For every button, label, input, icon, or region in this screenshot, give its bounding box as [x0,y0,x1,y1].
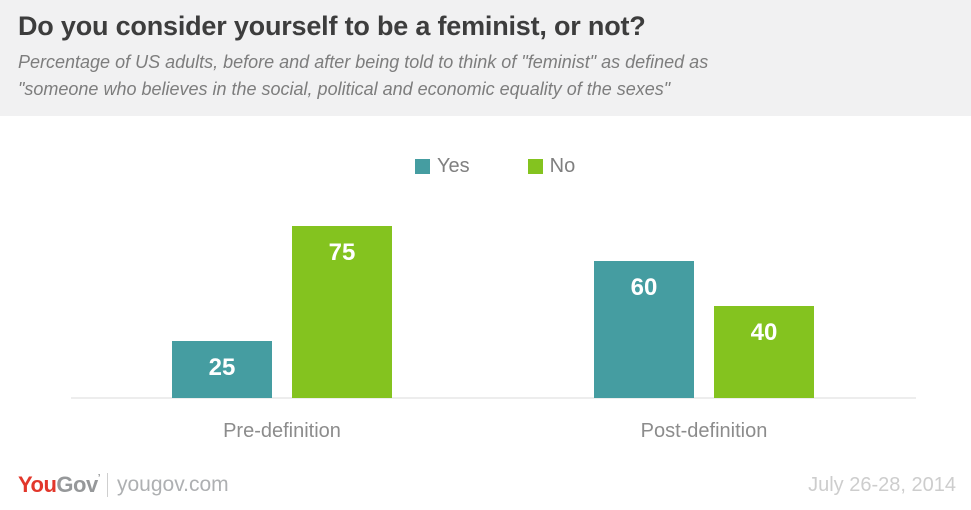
legend-item-no: No [527,155,576,178]
logo-text-you: You [18,472,57,497]
legend-label: No [549,155,576,177]
legend-label: Yes [437,155,470,177]
logo-text-gov: Gov [56,472,98,497]
footer-website: yougov.com [117,473,229,496]
bar-value-label: 40 [750,319,778,346]
chart-subtitle-line2: "someone who believes in the social, pol… [18,79,671,99]
footer-divider [107,473,108,497]
survey-date: July 26-28, 2014 [808,473,956,496]
bar-post-definition-no: 40 [714,306,814,398]
bar-post-definition-yes: 60 [594,261,694,398]
bar-pre-definition-no: 75 [292,226,392,398]
yougov-logo: You Gov ’ [18,472,101,498]
category-label-post-definition: Post-definition [640,420,768,442]
bar-pre-definition-yes: 25 [172,341,272,398]
chart-subtitle: Percentage of US adults, before and afte… [18,49,951,103]
chart-header: Do you consider yourself to be a feminis… [0,0,971,116]
logo-trademark-icon: ’ [97,473,101,484]
chart-subtitle-line1: Percentage of US adults, before and afte… [18,52,709,72]
legend-swatch-icon [415,159,430,174]
bar-value-label: 25 [208,354,236,381]
chart-footer: You Gov ’ yougov.com July 26-28, 2014 [0,468,971,502]
chart-title: Do you consider yourself to be a feminis… [18,11,646,41]
chart-legend: Yes No [415,155,575,178]
bar-value-label: 60 [630,274,658,301]
bar-value-label: 75 [328,239,356,266]
legend-swatch-icon [527,159,543,174]
x-axis-line [71,397,916,399]
legend-item-yes: Yes [415,155,470,178]
category-label-pre-definition: Pre-definition [223,420,341,442]
